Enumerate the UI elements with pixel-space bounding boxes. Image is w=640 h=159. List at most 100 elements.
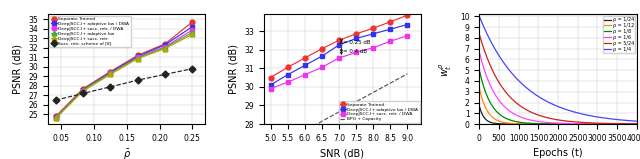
- Line: Succ. retr. scheme of [8]: Succ. retr. scheme of [8]: [53, 66, 195, 103]
- ρ = 1/8: [570, 123, 578, 125]
- Succ. retr. scheme of [8]: [134, 79, 141, 81]
- Line: Separate Trained: Separate Trained: [53, 20, 195, 119]
- ρ = 1/24: [605, 123, 612, 125]
- DeepJSCC-l+ adaptive bw / DWA: [79, 89, 87, 91]
- Line: DeepJSCC-l+ succ. retr. / DWA: DeepJSCC-l+ succ. retr. / DWA: [268, 33, 410, 91]
- DeepJSCC-l+ succ. retr. / DWA: [335, 57, 343, 59]
- ρ = 1/8: [578, 123, 586, 125]
- Y-axis label: $w_t^\rho$: $w_t^\rho$: [438, 62, 454, 76]
- ρ = 1/24: [578, 123, 586, 125]
- DeepJSCC-l+ succ. retr. / DWA: [352, 52, 360, 53]
- Succ. retr. scheme of [8]: [106, 86, 114, 88]
- Separate Trained: [318, 48, 326, 50]
- ρ = 1/6: [605, 123, 612, 125]
- Line: ρ = 5/24: ρ = 5/24: [479, 34, 637, 124]
- DeepJSCC-l+ adaptive bw / DWA: [106, 72, 114, 73]
- DeepJSCC-l+ succ. retr.: [134, 58, 141, 60]
- DeepJSCC-l+ succ. retr. / DWA: [161, 46, 169, 48]
- Y-axis label: PSNR (dB): PSNR (dB): [13, 44, 23, 94]
- Line: BPG + Capacity: BPG + Capacity: [271, 74, 408, 152]
- DeepJSCC-l+ succ. retr.: [106, 73, 114, 75]
- Line: DeepJSCC-l+ adaptive bw / DWA: DeepJSCC-l+ adaptive bw / DWA: [53, 24, 195, 120]
- Text: = 0.4 dB: = 0.4 dB: [343, 49, 367, 54]
- ρ = 1/4: [476, 16, 483, 17]
- Succ. retr. scheme of [8]: [188, 68, 196, 70]
- DeepJSCC-l+ succ. retr.: [161, 48, 169, 50]
- Line: ρ = 1/4: ρ = 1/4: [479, 17, 637, 121]
- Legend: ρ = 1/24, ρ = 1/12, ρ = 1/8, ρ = 1/6, ρ = 5/24, ρ = 1/4: ρ = 1/24, ρ = 1/12, ρ = 1/8, ρ = 1/6, ρ …: [603, 16, 636, 53]
- ρ = 1/24: [570, 123, 578, 125]
- Line: DeepJSCC-l+ succ. retr. / DWA: DeepJSCC-l+ succ. retr. / DWA: [53, 28, 195, 121]
- DeepJSCC-l+ adaptive bw / DWA: [188, 26, 196, 28]
- Line: ρ = 1/24: ρ = 1/24: [479, 106, 637, 124]
- BPG + Capacity: [284, 141, 291, 143]
- ρ = 1/8: [593, 123, 601, 125]
- BPG + Capacity: [335, 111, 343, 113]
- ρ = 1/6: [633, 123, 640, 125]
- ρ = 5/24: [570, 121, 578, 123]
- DeepJSCC-l+ succ. retr. / DWA: [134, 56, 141, 58]
- ρ = 1/4: [570, 111, 578, 113]
- ρ = 5/24: [633, 123, 640, 125]
- Separate Trained: [267, 77, 275, 79]
- DeepJSCC-l+ succ. retr. / DWA: [106, 73, 114, 74]
- DeepJSCC-l+ adaptive bw / DWA: [352, 38, 360, 39]
- ρ = 1/12: [593, 123, 601, 125]
- ρ = 1/6: [476, 51, 483, 53]
- Line: DeepJSCC-l+ succ. retr.: DeepJSCC-l+ succ. retr.: [53, 32, 195, 121]
- DeepJSCC-l+ succ. retr. / DWA: [284, 81, 291, 83]
- Line: ρ = 1/12: ρ = 1/12: [479, 88, 637, 124]
- DeepJSCC-l+ succ. retr. / DWA: [301, 74, 308, 76]
- DeepJSCC-l+ adaptive bw / DWA: [161, 44, 169, 46]
- DeepJSCC-l+ succ. retr.: [79, 90, 87, 92]
- BPG + Capacity: [404, 73, 412, 75]
- Separate Trained: [404, 14, 412, 16]
- ρ = 5/24: [578, 121, 586, 123]
- ρ = 1/4: [633, 120, 640, 122]
- ρ = 1/6: [570, 123, 578, 125]
- ρ = 1/8: [476, 69, 483, 71]
- ρ = 1/4: [536, 96, 543, 98]
- ρ = 1/4: [605, 118, 612, 120]
- DeepJSCC-l+ succ. retr.: [52, 117, 60, 119]
- ρ = 1/12: [578, 123, 586, 125]
- DeepJSCC-l+ succ. retr. / DWA: [318, 66, 326, 68]
- DeepJSCC-l+ adaptive bw: [52, 116, 60, 118]
- BPG + Capacity: [369, 91, 377, 93]
- ρ = 1/24: [593, 123, 601, 125]
- Line: DeepJSCC-l+ adaptive bw / DWA: DeepJSCC-l+ adaptive bw / DWA: [268, 22, 410, 87]
- Separate Trained: [301, 57, 308, 59]
- Y-axis label: PSNR (dB): PSNR (dB): [228, 44, 239, 94]
- ρ = 1/6: [593, 123, 601, 125]
- Separate Trained: [52, 115, 60, 117]
- DeepJSCC-l+ adaptive bw / DWA: [404, 24, 412, 25]
- DeepJSCC-l+ succ. retr. / DWA: [369, 47, 377, 49]
- BPG + Capacity: [267, 151, 275, 153]
- ρ = 1/4: [578, 113, 586, 115]
- X-axis label: $\bar{\rho}$: $\bar{\rho}$: [123, 148, 131, 159]
- DeepJSCC-l+ adaptive bw / DWA: [267, 84, 275, 86]
- ρ = 1/8: [605, 123, 612, 125]
- Separate Trained: [387, 21, 394, 23]
- ρ = 1/12: [570, 123, 578, 125]
- Separate Trained: [188, 21, 196, 23]
- ρ = 1/12: [605, 123, 612, 125]
- Separate Trained: [369, 27, 377, 29]
- BPG + Capacity: [352, 101, 360, 103]
- Line: ρ = 1/6: ρ = 1/6: [479, 52, 637, 124]
- DeepJSCC-l+ adaptive bw / DWA: [387, 28, 394, 30]
- DeepJSCC-l+ succ. retr. / DWA: [52, 117, 60, 119]
- ρ = 1/4: [593, 116, 601, 118]
- DeepJSCC-l+ succ. retr. / DWA: [404, 35, 412, 37]
- ρ = 1/8: [504, 118, 512, 120]
- DeepJSCC-l+ succ. retr.: [188, 33, 196, 35]
- ρ = 1/24: [504, 123, 512, 125]
- ρ = 1/8: [536, 123, 543, 125]
- ρ = 1/12: [536, 123, 543, 125]
- DeepJSCC-l+ adaptive bw: [134, 57, 141, 59]
- DeepJSCC-l+ adaptive bw: [79, 89, 87, 91]
- DeepJSCC-l+ adaptive bw: [161, 47, 169, 49]
- ρ = 1/24: [476, 105, 483, 107]
- Separate Trained: [161, 43, 169, 45]
- ρ = 5/24: [536, 114, 543, 116]
